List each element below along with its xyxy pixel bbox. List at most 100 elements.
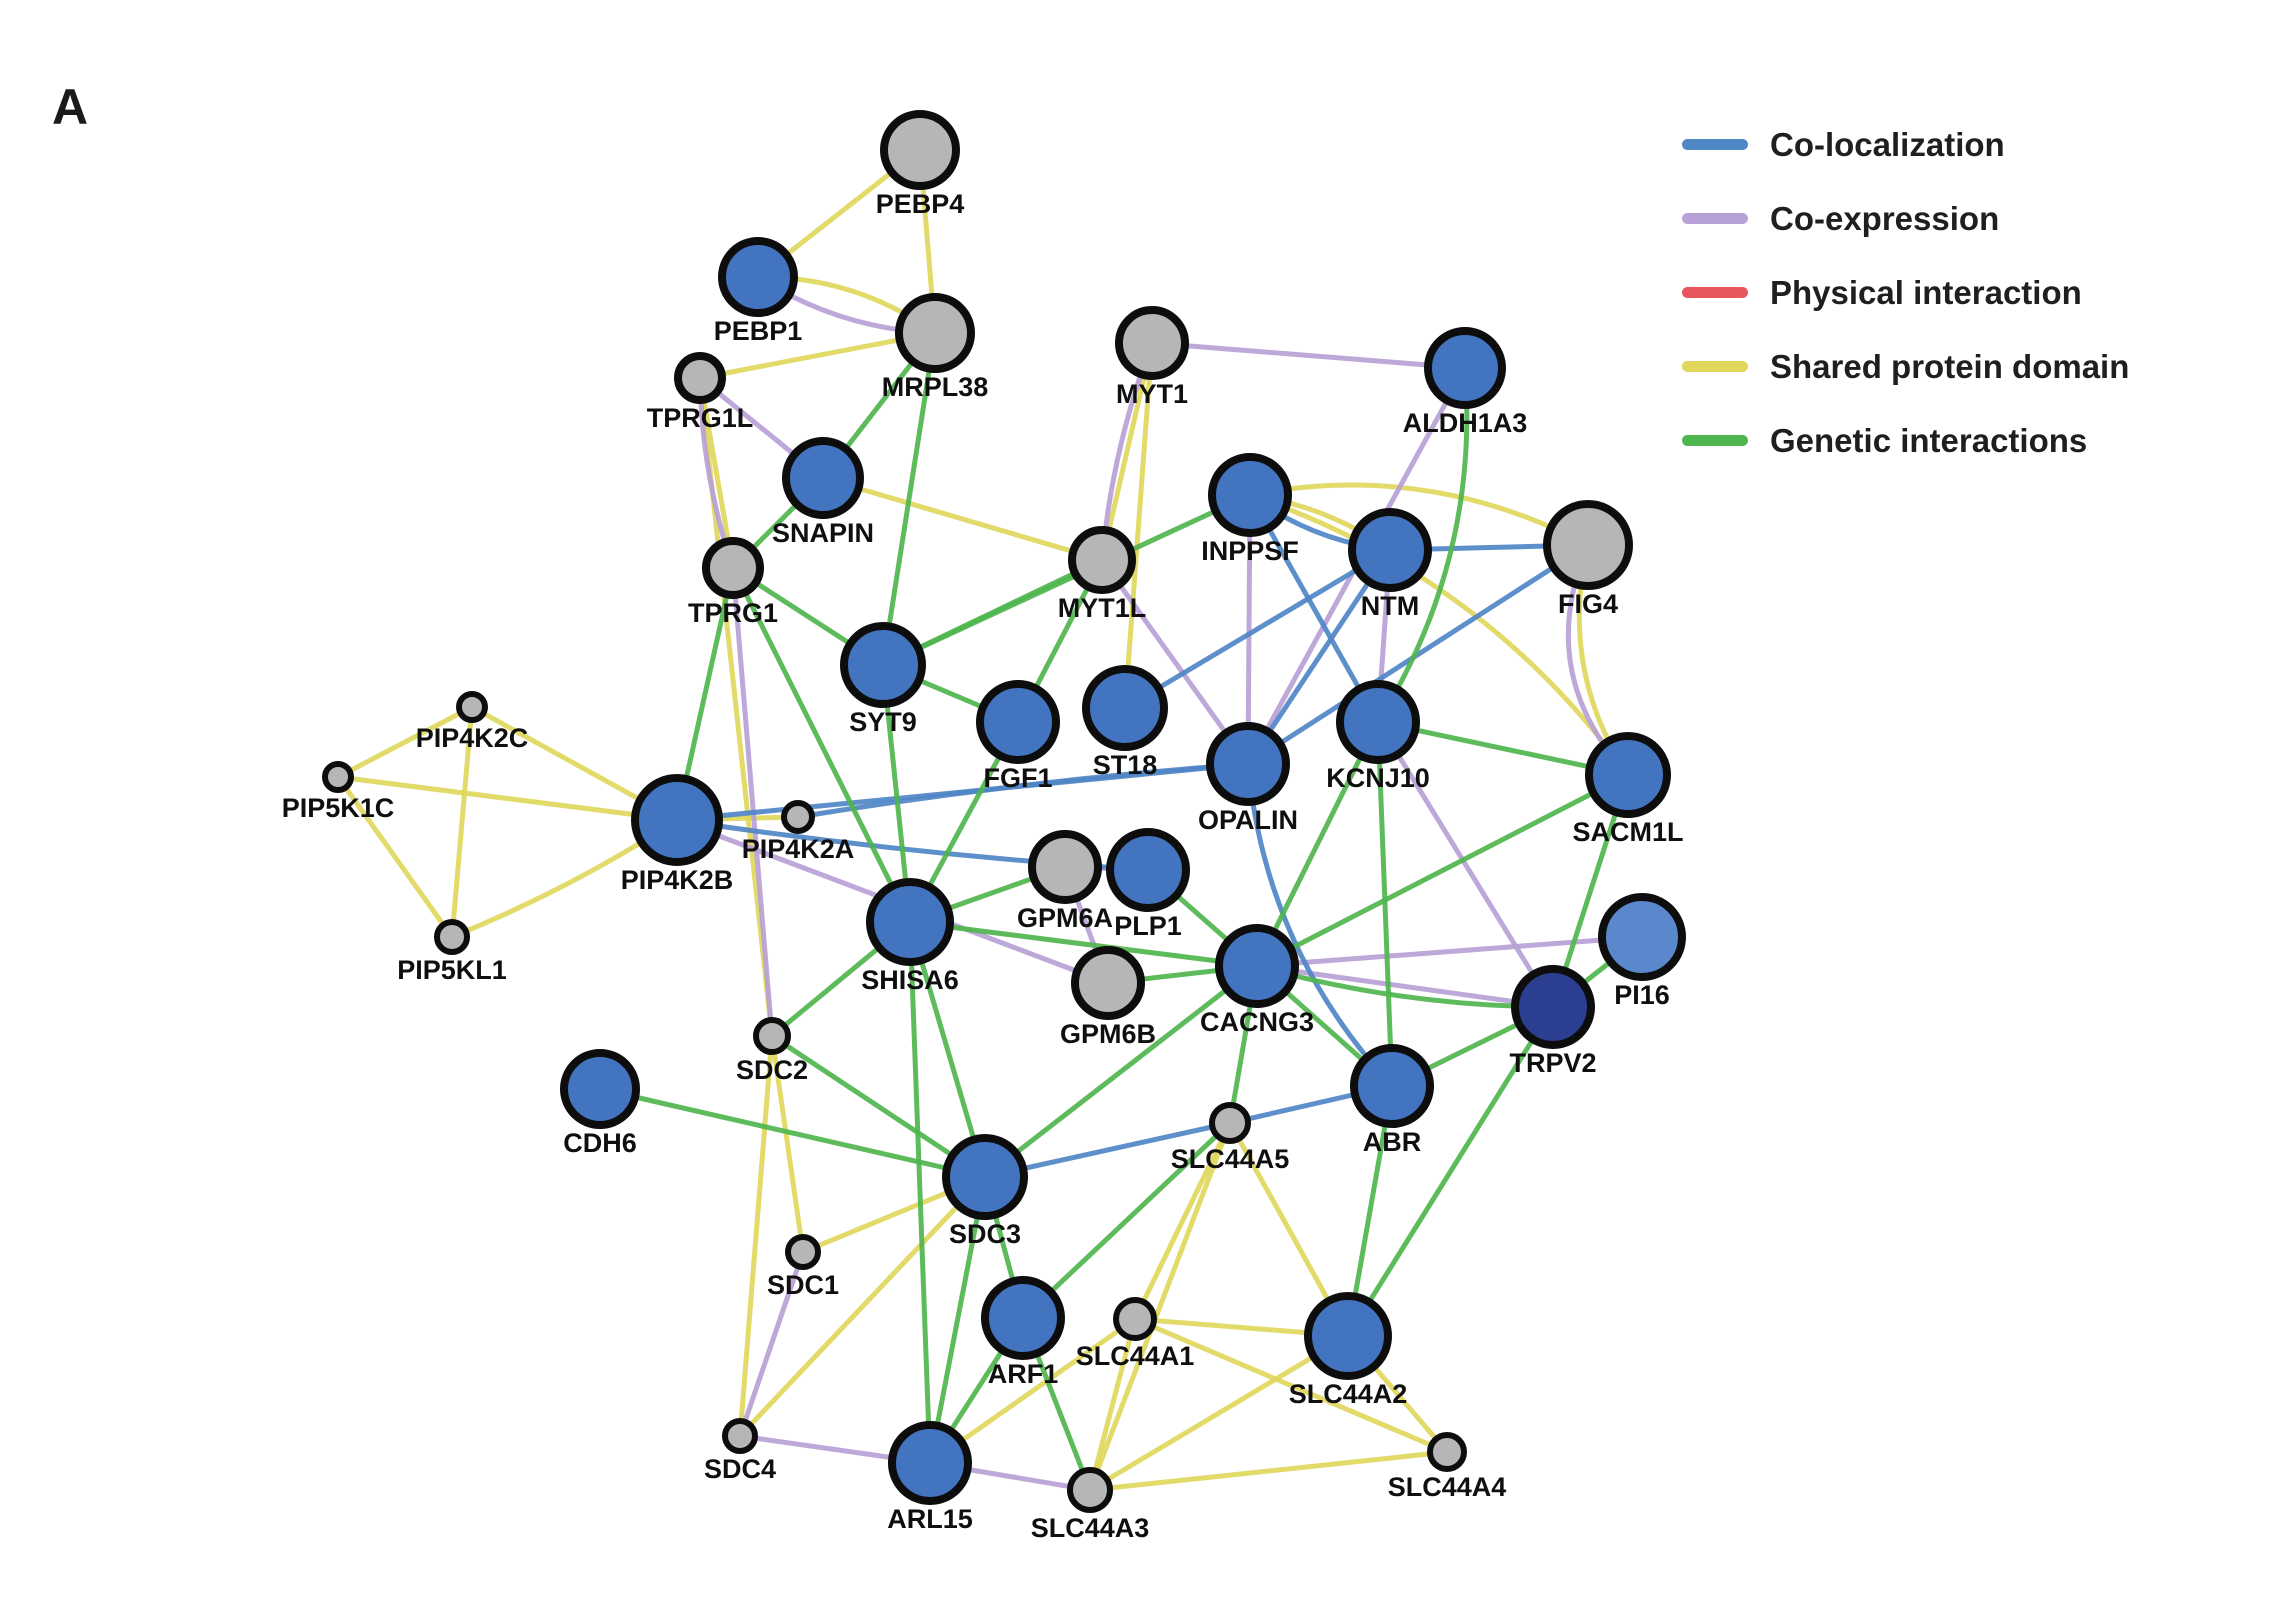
edge-SDC1-SDC4-coexpression [737,1249,806,1439]
edge-SLC44A3-SLC44A4-shared_domain [1087,1449,1450,1493]
edge-PIP5K1C-PIP5KL1-shared_domain [335,774,455,940]
node-KCNJ10 [1336,680,1420,764]
label-SDC4: SDC4 [704,1454,776,1484]
node-CDH6 [560,1049,640,1129]
legend-swatch-shared_domain [1682,361,1748,372]
node-SLC44A4 [1427,1432,1467,1472]
edge-SLC44A1-SLC44A4-shared_domain [1132,1316,1450,1455]
label-TPRG1L: TPRG1L [647,403,754,433]
legend-swatch-physical [1682,287,1748,298]
legend-label-colocalization: Co-localization [1770,126,2005,163]
node-PEBP1 [718,237,798,317]
node-PIP5K1C [322,761,354,793]
label-SLC44A3: SLC44A3 [1031,1513,1150,1543]
legend-swatch-genetic [1682,435,1748,446]
node-TRPV2 [1511,965,1595,1049]
node-GPM6A [1028,830,1102,904]
label-PLP1: PLP1 [1114,911,1182,941]
label-MRPL38: MRPL38 [882,372,989,402]
edge-CACNG3-TRPV2-coexpression [1254,963,1556,1010]
edge-SLC44A1-SLC44A5-shared_domain [1132,1120,1233,1322]
legend-item-colocalization: Co-localization [1682,128,2129,161]
label-SLC44A5: SLC44A5 [1171,1144,1290,1174]
label-ABR: ABR [1363,1127,1422,1157]
edge-SNAPIN-MYT1L-shared_domain [820,475,1105,563]
label-PI16: PI16 [1614,980,1670,1010]
node-PIP4K2B [631,774,723,866]
node-ST18 [1082,665,1168,751]
label-PIP5KL1: PIP5KL1 [397,955,507,985]
node-SDC2 [753,1017,791,1055]
node-PIP5KL1 [434,919,470,955]
node-GPM6B [1071,946,1145,1020]
edge-SHISA6-CACNG3-genetic [907,919,1260,969]
label-ARL15: ARL15 [887,1504,973,1534]
node-SYT9 [840,622,926,708]
label-CACNG3: CACNG3 [1200,1007,1314,1037]
edge-PIP4K2A-OPALIN-colocalization [795,761,1251,820]
edge-INPPSF-SYT9-genetic [880,492,1253,668]
node-PI16 [1598,893,1686,981]
label-MYT1: MYT1 [1116,379,1188,409]
node-FIG4 [1543,500,1633,590]
edge-PIP5K1C-PIP4K2B-shared_domain [335,774,680,823]
node-FGF1 [976,680,1060,764]
node-PIP4K2A [781,800,815,834]
edge-SHISA6-SDC3-genetic [907,919,988,1180]
label-SACM1L: SACM1L [1572,817,1683,847]
node-ARF1 [981,1276,1065,1360]
node-SDC4 [722,1418,758,1454]
label-KCNJ10: KCNJ10 [1326,763,1430,793]
label-FIG4: FIG4 [1558,589,1618,619]
legend-swatch-colocalization [1682,139,1748,150]
node-MYT1L [1068,526,1136,594]
label-INPPSF: INPPSF [1201,536,1299,566]
label-SLC44A1: SLC44A1 [1076,1341,1195,1371]
node-CACNG3 [1215,924,1299,1008]
node-MYT1 [1115,306,1189,380]
legend-item-shared_domain: Shared protein domain [1682,350,2129,383]
node-NTM [1348,508,1432,592]
node-SACM1L [1585,732,1671,818]
label-TRPV2: TRPV2 [1509,1048,1596,1078]
legend-label-physical: Physical interaction [1770,274,2082,311]
node-PEBP4 [880,110,960,190]
edge-NTM-OPALIN-colocalization [1245,547,1393,767]
edge-MYT1-ST18-shared_domain [1122,340,1155,711]
label-PIP4K2C: PIP4K2C [416,723,529,753]
edge-SDC3-ARL15-genetic [927,1174,988,1466]
label-FGF1: FGF1 [983,763,1052,793]
node-SDC3 [942,1134,1028,1220]
label-SLC44A4: SLC44A4 [1388,1472,1507,1502]
edge-SACM1L-CACNG3-genetic [1254,772,1631,969]
edge-PIP4K2C-PIP5KL1-shared_domain [449,704,475,940]
label-PIP4K2A: PIP4K2A [742,834,855,864]
edge-TRPV2-SLC44A2-genetic [1345,1004,1556,1339]
edge-SDC4-SDC3-shared_domain [737,1174,988,1439]
label-GPM6A: GPM6A [1017,903,1113,933]
edge-CACNG3-PI16-coexpression [1254,934,1645,969]
edge-SLC44A1-SLC44A3-shared_domain [1087,1316,1138,1493]
edge-SLC44A5-SLC44A3-shared_domain [1087,1120,1233,1493]
edge-KCNJ10-ABR-genetic [1375,719,1395,1089]
node-ABR [1350,1044,1434,1128]
node-TPRG1 [702,537,764,599]
node-SLC44A3 [1067,1467,1113,1513]
node-PLP1 [1106,828,1190,912]
node-SDC1 [785,1234,821,1270]
node-ARL15 [888,1421,972,1505]
label-SDC1: SDC1 [767,1270,839,1300]
legend-item-coexpression: Co-expression [1682,202,2129,235]
edge-SHISA6-ARL15-genetic [907,919,933,1466]
node-SLC44A5 [1209,1102,1251,1144]
edge-ALDH1A3-KCNJ10-genetic [1375,365,1470,725]
label-ARF1: ARF1 [988,1359,1059,1389]
edge-FIG4-OPALIN-colocalization [1245,542,1591,767]
label-PIP4K2B: PIP4K2B [621,865,734,895]
edge-PIP4K2C-PIP5K1C-shared_domain [335,704,475,780]
edge-SLC44A2-SLC44A3-shared_domain [1087,1333,1351,1493]
edge-MYT1-MYT1L-shared_domain [1099,340,1155,563]
node-SLC44A2 [1304,1292,1392,1380]
